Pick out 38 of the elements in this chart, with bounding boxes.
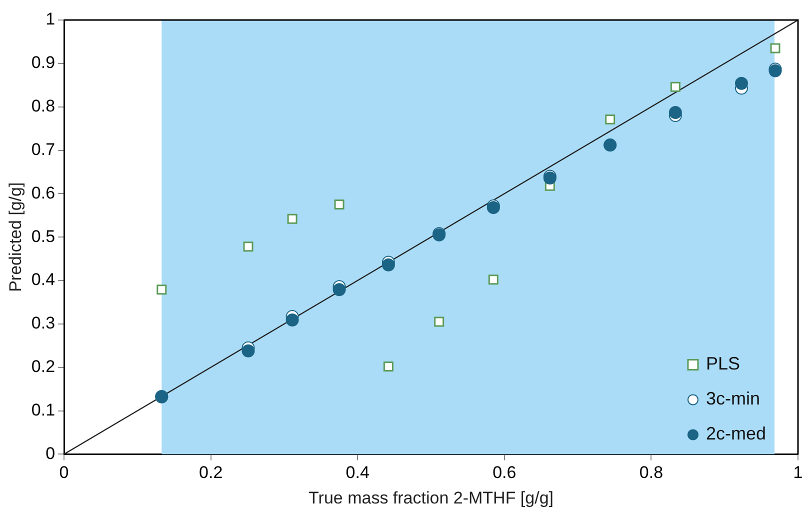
point — [156, 284, 167, 295]
point — [382, 258, 395, 272]
legend-label: PLS — [706, 354, 740, 374]
point — [243, 242, 254, 252]
y-tick-label: 0.7 — [31, 140, 56, 159]
point — [670, 82, 680, 92]
legend-label: 2c-med — [706, 424, 766, 444]
point — [434, 316, 444, 327]
point — [286, 314, 299, 327]
point — [287, 214, 298, 224]
y-tick-label: 1 — [46, 10, 56, 29]
y-tick-label: 0.1 — [31, 400, 56, 420]
legend-label: 3c-min — [706, 388, 760, 409]
y-tick-label: 0.6 — [31, 183, 56, 202]
point — [332, 283, 346, 296]
point — [383, 362, 394, 372]
y-tick-label: 0.5 — [31, 226, 56, 246]
y-tick-label: 0.3 — [31, 314, 56, 333]
point — [334, 200, 344, 210]
x-tick-label: 0.6 — [492, 463, 516, 482]
x-axis-title: True mass fraction 2-MTHF [g/g] — [308, 488, 554, 508]
x-tick-label: 1 — [793, 463, 803, 482]
point — [770, 43, 780, 54]
point — [488, 274, 498, 285]
y-tick-label: 0.9 — [31, 53, 56, 72]
point — [668, 106, 682, 119]
x-tick-label: 0.8 — [639, 463, 664, 482]
y-tick-label: 0.4 — [31, 270, 56, 290]
x-tick-label: 0 — [59, 463, 69, 482]
point — [605, 114, 616, 124]
x-tick-label: 0.4 — [346, 463, 370, 482]
y-axis-title: Predicted [g/g] — [6, 182, 25, 292]
y-tick-label: 0.8 — [31, 96, 56, 116]
point — [734, 76, 748, 90]
y-tick-label: 0.2 — [31, 357, 56, 376]
x-tick-label: 0.2 — [199, 463, 223, 482]
y-tick-label: 0 — [46, 444, 56, 463]
point — [242, 344, 255, 358]
